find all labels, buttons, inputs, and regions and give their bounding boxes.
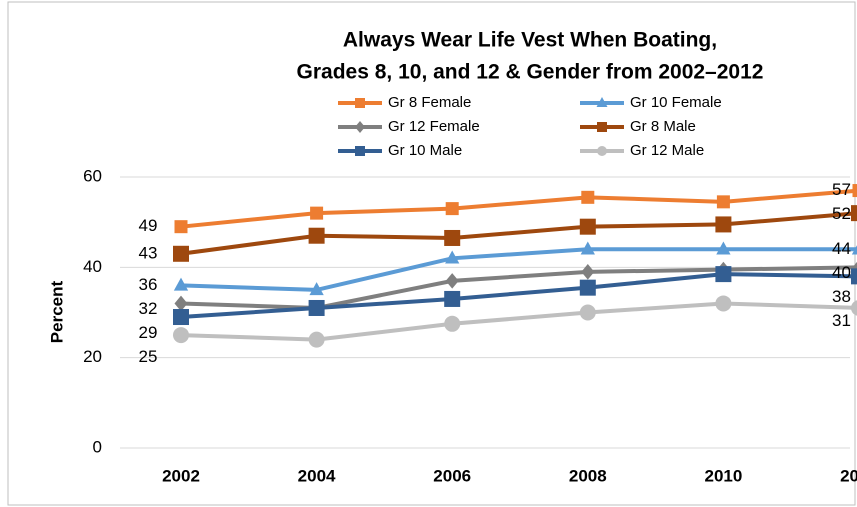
marker	[444, 290, 461, 307]
data-label: 52	[832, 204, 851, 223]
data-label: 57	[832, 180, 851, 199]
marker	[716, 241, 731, 255]
x-tick-label: 2012	[840, 466, 857, 485]
marker	[174, 295, 188, 312]
marker	[355, 121, 365, 133]
y-tick-label: 20	[83, 347, 102, 366]
data-label: 43	[139, 243, 158, 262]
legend-label: Gr 8 Male	[630, 118, 696, 135]
marker	[851, 268, 857, 285]
marker	[173, 309, 189, 326]
chart-frame	[7, 1, 856, 506]
marker	[445, 250, 460, 264]
data-label: 32	[139, 299, 158, 318]
y-tick-label: 40	[83, 257, 102, 276]
marker	[579, 304, 596, 321]
x-tick-label: 2008	[569, 466, 607, 485]
series-line	[180, 188, 857, 229]
legend-label: Gr 10 Male	[388, 142, 462, 159]
marker	[355, 146, 365, 156]
marker	[597, 146, 607, 156]
marker	[310, 206, 324, 220]
legend-label: Gr 10 Female	[630, 94, 722, 111]
legend-label: Gr 8 Female	[388, 94, 471, 111]
legend-label: Gr 12 Female	[388, 118, 480, 135]
y-tick-label: 60	[83, 166, 102, 185]
data-label: 49	[139, 216, 158, 235]
data-label: 29	[139, 323, 158, 342]
data-label: 31	[832, 311, 851, 330]
data-label: 40	[832, 263, 851, 282]
series-line	[180, 265, 857, 310]
marker	[173, 245, 189, 262]
y-tick-label: 0	[93, 437, 102, 456]
marker	[308, 331, 325, 348]
data-label: 44	[832, 239, 851, 258]
marker	[308, 299, 325, 316]
x-tick-label: 2002	[162, 466, 200, 485]
marker	[715, 216, 732, 233]
chart-title: Always Wear Life Vest When Boating,	[343, 29, 717, 52]
y-axis-label: Percent	[47, 280, 66, 343]
marker	[597, 122, 607, 132]
series-line	[180, 247, 857, 292]
series-line	[180, 211, 857, 256]
marker	[579, 279, 596, 296]
marker	[716, 195, 730, 209]
marker	[309, 282, 324, 296]
x-tick-label: 2006	[433, 466, 471, 485]
marker	[174, 220, 188, 234]
series-line	[180, 301, 857, 342]
marker	[308, 227, 325, 244]
marker	[581, 264, 595, 280]
series-line	[180, 272, 857, 320]
x-tick-label: 2004	[298, 466, 336, 485]
marker	[715, 266, 732, 283]
x-tick-label: 2010	[704, 466, 742, 485]
legend-label: Gr 12 Male	[630, 142, 704, 159]
marker	[445, 202, 459, 216]
marker	[596, 97, 608, 107]
marker	[355, 98, 365, 108]
data-label: 25	[139, 347, 158, 366]
marker	[173, 277, 189, 291]
marker	[715, 295, 732, 312]
marker	[579, 218, 596, 235]
marker	[444, 315, 461, 332]
marker	[580, 241, 595, 255]
chart-title: Grades 8, 10, and 12 & Gender from 2002–…	[297, 61, 764, 84]
marker	[852, 184, 857, 198]
marker	[851, 300, 857, 316]
marker	[851, 245, 857, 255]
marker	[173, 327, 189, 344]
data-label: 38	[832, 287, 851, 306]
data-label: 36	[139, 275, 158, 294]
marker	[851, 205, 857, 222]
marker	[444, 229, 461, 246]
marker	[581, 190, 595, 204]
marker	[445, 273, 459, 289]
